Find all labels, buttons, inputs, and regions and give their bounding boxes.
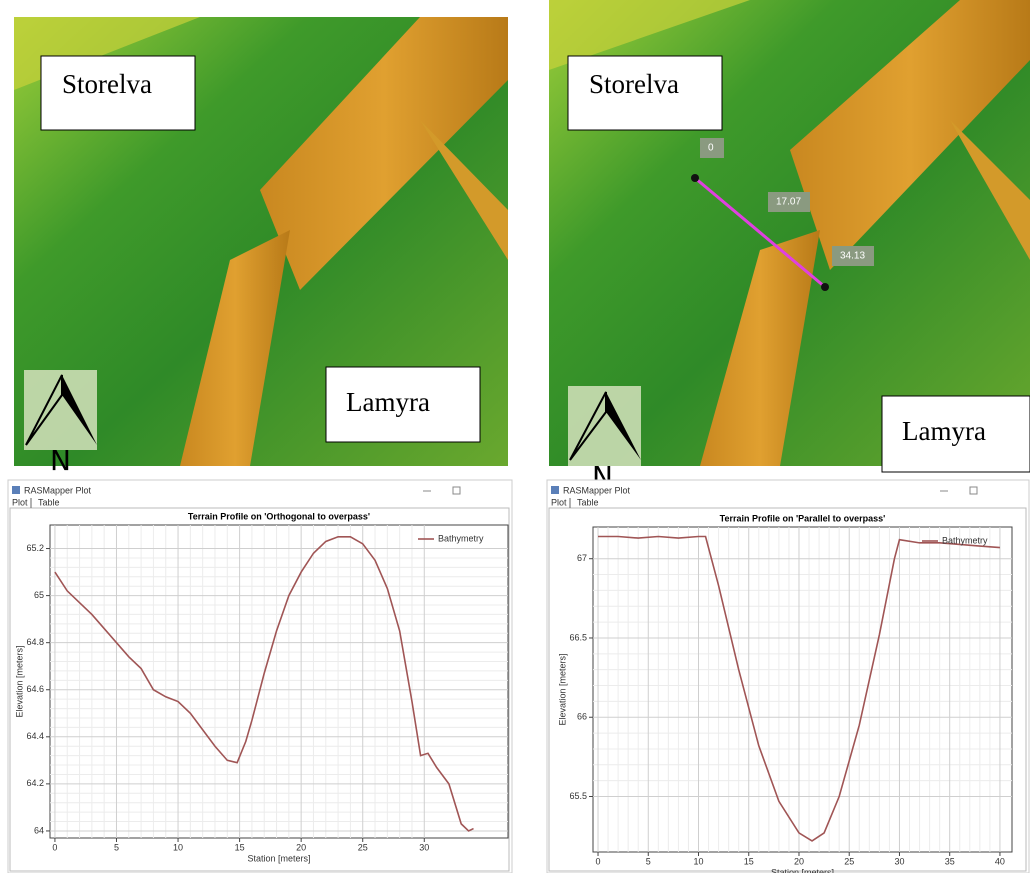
y-tick-label: 65.2: [26, 543, 44, 553]
y-tick-label: 64.4: [26, 731, 44, 741]
station-label: 34.13: [840, 251, 865, 262]
legend-label: Bathymetry: [438, 533, 484, 543]
window-icon: [551, 486, 559, 494]
window-icon: [12, 486, 20, 494]
x-tick-label: 30: [894, 856, 904, 866]
x-tick-label: 20: [794, 856, 804, 866]
plot-area: [50, 525, 508, 838]
chart-title: Terrain Profile on 'Orthogonal to overpa…: [188, 511, 370, 521]
y-axis-label: Elevation [meters]: [557, 653, 567, 725]
y-tick-label: 64.2: [26, 778, 44, 788]
y-tick-label: 64.6: [26, 684, 44, 694]
tab[interactable]: Table: [38, 497, 60, 507]
y-axis-label: Elevation [meters]: [14, 645, 24, 717]
x-tick-label: 40: [995, 856, 1005, 866]
station-label: 17.07: [776, 197, 801, 208]
north-label: N: [50, 444, 71, 477]
y-tick-label: 66: [577, 712, 587, 722]
y-tick-label: 67: [577, 553, 587, 563]
map-right: 0 17.07 34.13 Storelva Lamyra N: [549, 0, 1030, 493]
x-tick-label: 30: [419, 842, 429, 852]
x-tick-label: 15: [235, 842, 245, 852]
y-tick-label: 66.5: [569, 632, 587, 642]
x-tick-label: 25: [844, 856, 854, 866]
x-tick-label: 15: [744, 856, 754, 866]
tab[interactable]: Plot: [12, 497, 28, 507]
plot-area: [593, 527, 1012, 852]
x-tick-label: 20: [296, 842, 306, 852]
map-label: Lamyra: [902, 416, 986, 446]
y-tick-label: 64: [34, 825, 44, 835]
window-title: RASMapper Plot: [24, 485, 92, 495]
plot-window: RASMapper Plot Plot Table Terrain Profile o…: [8, 480, 512, 873]
y-tick-label: 65: [34, 590, 44, 600]
x-tick-label: 10: [173, 842, 183, 852]
x-tick-label: 5: [646, 856, 651, 866]
map-left: Storelva Lamyra N: [14, 17, 508, 477]
station-label: 0: [708, 143, 714, 154]
x-tick-label: 25: [358, 842, 368, 852]
x-tick-label: 0: [52, 842, 57, 852]
chart-title: Terrain Profile on 'Parallel to overpass…: [720, 513, 886, 523]
x-tick-label: 10: [693, 856, 703, 866]
x-tick-label: 35: [945, 856, 955, 866]
x-tick-label: 5: [114, 842, 119, 852]
legend-label: Bathymetry: [942, 535, 988, 545]
window-title: RASMapper Plot: [563, 485, 631, 495]
y-tick-label: 65.5: [569, 791, 587, 801]
page: Storelva Lamyra N 0 17.07 34.13 Storelva…: [0, 0, 1030, 873]
map-label: Storelva: [589, 69, 679, 99]
tab[interactable]: Table: [577, 497, 599, 507]
map-label: Lamyra: [346, 387, 430, 417]
x-axis-label: Station [meters]: [247, 853, 310, 863]
y-tick-label: 64.8: [26, 637, 44, 647]
x-tick-label: 0: [596, 856, 601, 866]
tab[interactable]: Plot: [551, 497, 567, 507]
map-label: Storelva: [62, 69, 152, 99]
x-axis-label: Station [meters]: [771, 867, 834, 873]
plot-window: RASMapper Plot Plot Table Terrain Profile o…: [547, 480, 1029, 873]
